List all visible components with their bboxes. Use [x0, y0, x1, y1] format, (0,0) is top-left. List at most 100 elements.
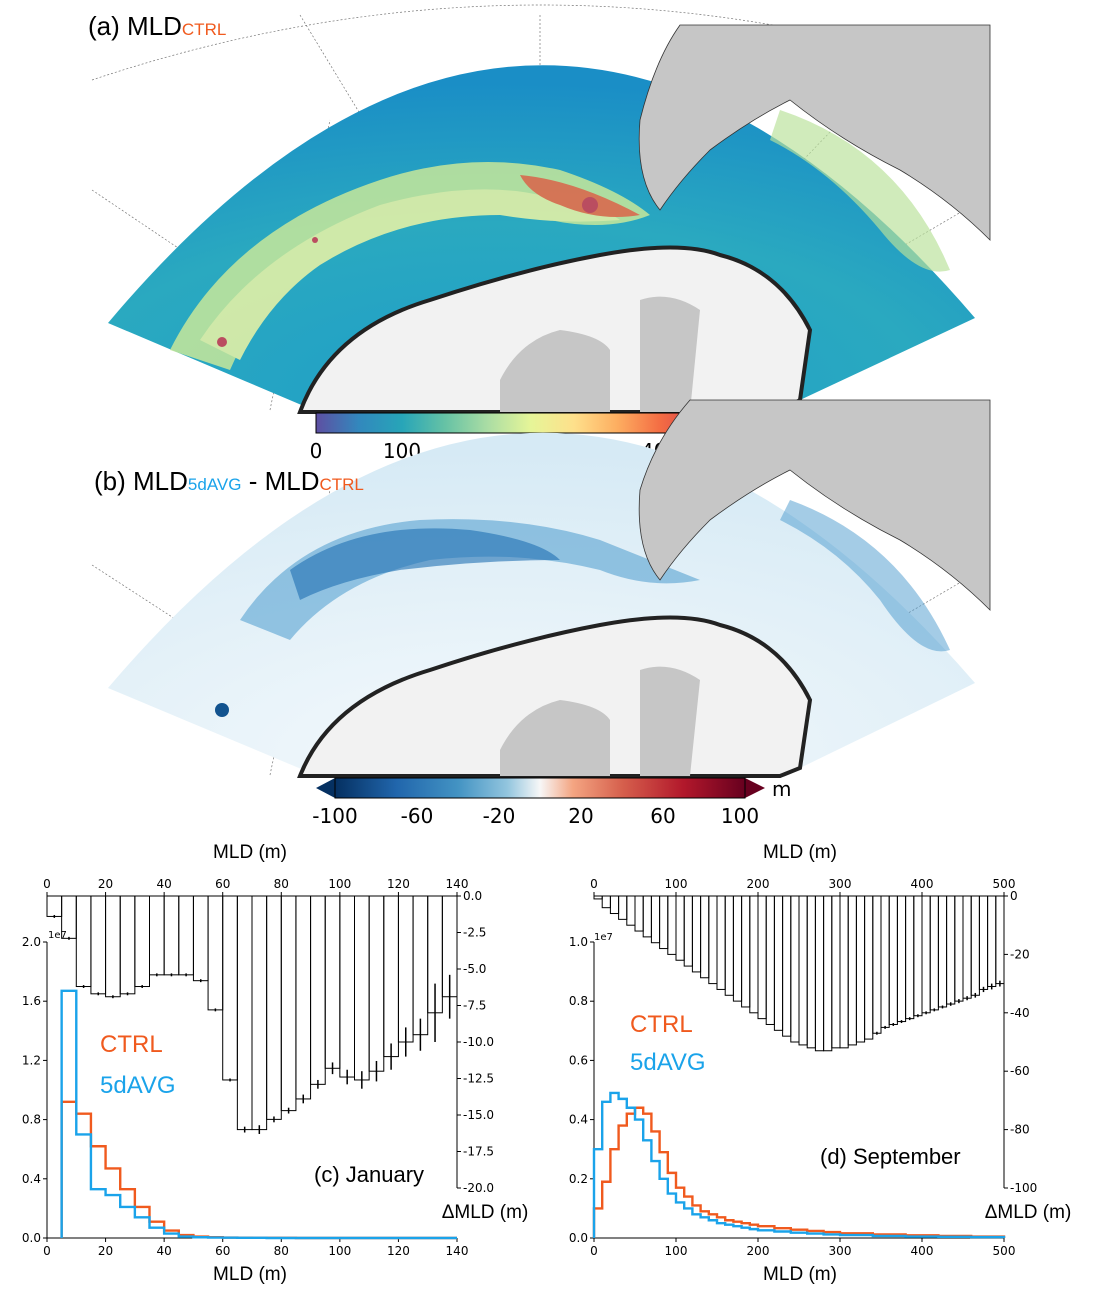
chart-d-hist-5davg: [592, 1091, 1006, 1239]
chart-d-delta-bar: [823, 895, 833, 1052]
chart-d-delta-bar: [708, 895, 718, 985]
map-panel-b: (b) MLD5dAVG - MLDCTRL -100 -60 -20 20 6…: [91, 399, 991, 828]
chart-c-delta-bar: [207, 895, 224, 1011]
chart-d-delta-bar: [896, 895, 907, 1023]
chart-c-y-left-tick-label: 0.8: [22, 1113, 41, 1127]
chart-d-delta-bar: [609, 895, 620, 915]
chart-c-delta-bar: [251, 895, 268, 1131]
chart-d-delta-bar: [773, 895, 784, 1031]
chart-d-y-right-tick-label: -100: [1010, 1181, 1037, 1195]
chart-c-top-tick-label: 140: [446, 877, 469, 891]
chart-d-xlabel-top: MLD (m): [763, 842, 837, 863]
chart-c-y-right-tick-label: -17.5: [463, 1145, 494, 1159]
chart-d-delta-bar: [937, 895, 948, 1008]
chart-c-top-tick-label: 60: [215, 877, 230, 891]
chart-d-delta-bar: [929, 895, 939, 1011]
chart-d-delta-bar: [905, 895, 915, 1020]
chart-c-y-right-tick-label: 0.0: [463, 889, 482, 903]
chart-c-x-tick-label: 80: [274, 1244, 289, 1258]
map-a-high-mld-band: [170, 110, 950, 370]
chart-d-y-left-tick-label: 0.8: [569, 994, 588, 1008]
chart-c-top-tick-label: 100: [328, 877, 351, 891]
chart-c-y-right-tick-label: -10.0: [463, 1035, 494, 1049]
chart-d-delta-bar: [765, 895, 775, 1025]
map-b-label: (b) MLD5dAVG - MLDCTRL: [94, 466, 364, 496]
chart-c-delta-bar: [178, 895, 194, 976]
chart-d-hist-ctrl: [592, 1106, 1006, 1238]
chart-d-delta-bar: [831, 895, 841, 1049]
chart-c-y-left-tick-label: 2.0: [22, 935, 41, 949]
map-b-cbar-tick: -60: [401, 804, 434, 828]
chart-c-delta-bar: [222, 895, 238, 1081]
chart-c-y-right-tick-label: -5.0: [463, 962, 486, 976]
chart-d-delta-bar: [921, 895, 931, 1014]
chart-d-delta-bar: [757, 895, 767, 1020]
chart-d-delta-bar: [626, 895, 636, 926]
map-b-south-america: [638, 399, 991, 611]
chart-d-top-tick-label: 100: [665, 877, 688, 891]
chart-d-delta-bar: [601, 895, 611, 909]
chart-d-x-tick-label: 300: [829, 1244, 852, 1258]
chart-d-top-tick-label: 200: [747, 877, 770, 891]
chart-d-x-tick-label: 100: [665, 1244, 688, 1258]
chart-c-top-tick-label: 80: [274, 877, 289, 891]
chart-d-legend-ctrl: CTRL: [630, 1011, 693, 1038]
chart-d-delta-bar: [659, 895, 669, 950]
map-b-cbar-tick: -20: [483, 804, 516, 828]
chart-d-delta-bar: [634, 895, 644, 932]
chart-c-delta-bar: [192, 895, 209, 982]
chart-d-delta-bar: [667, 895, 677, 955]
chart-c-ylabel-right: ΔMLD (m): [442, 1202, 529, 1223]
chart-c-y-right-tick-label: -20.0: [463, 1181, 494, 1195]
chart-c-delta-bar: [134, 895, 151, 988]
chart-d-delta-bar: [741, 895, 751, 1008]
chart-c-x-tick-label: 60: [215, 1244, 230, 1258]
chart-d-delta-bar: [790, 895, 800, 1043]
chart-c-delta-bar: [119, 895, 136, 995]
chart-c-delta-bar: [90, 895, 107, 995]
map-a-ice-shelf-land: [500, 296, 700, 412]
map-a-cbar-tick: 0: [310, 439, 323, 463]
chart-c-top-tick-label: 120: [387, 877, 410, 891]
chart-c-delta-bar: [163, 895, 180, 976]
chart-c-delta-bar: [46, 895, 63, 917]
chart-d-delta-bar: [855, 895, 866, 1043]
chart-c-top-tick-label: 40: [157, 877, 172, 891]
chart-c-legend-5davg: 5dAVG: [100, 1072, 176, 1099]
chart-c-x-tick-label: 140: [446, 1244, 469, 1258]
chart-c-delta-bar: [266, 895, 282, 1120]
map-b-colorbar-extend-low: [316, 778, 335, 798]
chart-c-delta-bar: [149, 895, 165, 976]
chart-d-offset-label: 1e7: [594, 932, 613, 943]
chart-c-y-right-tick-label: -15.0: [463, 1108, 494, 1122]
chart-d-x-tick-label: 400: [911, 1244, 934, 1258]
chart-c-delta-bar: [412, 895, 429, 1036]
chart-d-delta-bar: [798, 895, 808, 1046]
map-b-cbar-unit: m: [772, 777, 791, 801]
chart-d-top-tick-label: 300: [829, 877, 852, 891]
chart-d-y-right-tick-label: -40: [1010, 1006, 1030, 1020]
chart-c-y-right-tick-label: -12.5: [463, 1072, 494, 1086]
chart-d-y-left-tick-label: 0.6: [569, 1053, 588, 1067]
chart-d-delta-bar: [749, 895, 759, 1014]
chart-d-y-right-tick-label: -80: [1010, 1123, 1030, 1137]
chart-d-top-tick-label: 0: [590, 877, 598, 891]
chart-c-legend-ctrl: CTRL: [100, 1031, 163, 1058]
chart-c-y-left-tick-label: 0.4: [22, 1172, 41, 1186]
chart-d-delta-bar: [716, 895, 726, 990]
chart-c-x-tick-label: 0: [43, 1244, 51, 1258]
map-b-cbar-tick: 20: [568, 804, 593, 828]
chart-c-x-tick-label: 40: [157, 1244, 172, 1258]
chart-d-delta-bar: [978, 895, 989, 990]
chart-d-delta-bar: [700, 895, 710, 979]
chart-d-delta-bar: [987, 895, 997, 988]
chart-d-delta-bar: [618, 895, 628, 920]
chart-c-delta-bar: [383, 895, 399, 1058]
chart-c-hist-5davg: [60, 989, 457, 1240]
chart-d-top-tick-label: 500: [993, 877, 1016, 891]
chart-c-offset-label: 1e7: [48, 930, 67, 941]
chart-c-y-left-tick-label: 0.0: [22, 1231, 41, 1245]
map-a-south-america: [638, 24, 991, 241]
chart-c-delta-bar: [397, 895, 414, 1043]
